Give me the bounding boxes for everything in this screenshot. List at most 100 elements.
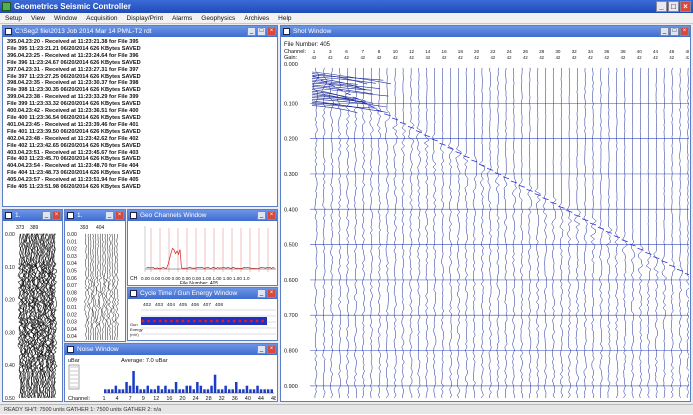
- first-break-pick: [581, 218, 589, 222]
- noise-bar: [104, 389, 107, 393]
- cycle-time-titlebar[interactable]: Cycle Time / Gun Energy Window _ ×: [128, 288, 277, 299]
- window-minimize-button[interactable]: _: [105, 211, 114, 220]
- noise-window-titlebar[interactable]: Noise Window _ ×: [65, 344, 277, 355]
- log-window-titlebar[interactable]: C:\Seg2 file\2013 Job 2014 Mar 14 PM\L-T…: [3, 26, 277, 37]
- time-tick-label: 0.100: [284, 101, 298, 107]
- window-close-button[interactable]: ×: [52, 211, 61, 220]
- first-break-pick: [518, 184, 525, 188]
- first-break-pick: [684, 273, 689, 276]
- menu-item-window[interactable]: Window: [53, 15, 78, 22]
- seismic-trace: [98, 233, 103, 340]
- gain-value: 42: [686, 55, 689, 60]
- gun-energy-point: [238, 319, 242, 323]
- maximize-button[interactable]: □: [668, 1, 679, 12]
- noise-bar: [220, 389, 224, 393]
- window-minimize-button[interactable]: _: [257, 345, 266, 354]
- first-break-pick: [399, 121, 407, 125]
- time-tick-label: 0.07: [67, 283, 77, 289]
- gain-value: 42: [409, 55, 414, 60]
- noise-bar: [107, 389, 110, 393]
- menu-item-help[interactable]: Help: [278, 15, 292, 22]
- window-close-button[interactable]: ×: [267, 27, 276, 36]
- seismic-trace: [46, 233, 52, 399]
- menu-item-setup[interactable]: Setup: [5, 15, 22, 22]
- gun-energy-band: [141, 317, 267, 325]
- menu-item-acquisition[interactable]: Acquisition: [86, 15, 118, 22]
- time-tick-label: 0.20: [5, 298, 15, 304]
- channel-number: 48: [685, 49, 689, 54]
- window-close-button[interactable]: ×: [267, 211, 276, 220]
- first-break-pick: [526, 189, 533, 192]
- window-close-button[interactable]: ×: [115, 211, 124, 220]
- menu-item-geophysics[interactable]: Geophysics: [201, 15, 236, 22]
- shot-trace: [478, 67, 485, 399]
- window-minimize-button[interactable]: _: [42, 211, 51, 220]
- log-line: File 405 11:23:51.98 06/20/2014 626 KByt…: [7, 184, 141, 191]
- gun-energy-point: [215, 319, 219, 323]
- noise-monitor-1-titlebar[interactable]: 1. _ ×: [3, 210, 62, 221]
- shot-window-titlebar[interactable]: Shot Window _ □ ×: [281, 26, 690, 37]
- channel-number: 3: [329, 49, 332, 54]
- geo-channels-window: Geo Channels Window _ × CH 0.00 0.00 0.00…: [127, 209, 278, 286]
- gain-value: 42: [604, 55, 609, 60]
- noise-bar: [256, 385, 259, 393]
- time-tick-label: 0.02: [67, 247, 77, 253]
- gain-value: 42: [344, 55, 349, 60]
- seismic-trace: [88, 233, 93, 340]
- noise-bar: [178, 389, 181, 393]
- shot-trace: [455, 67, 462, 399]
- geo-channels-titlebar[interactable]: Geo Channels Window _ ×: [128, 210, 277, 221]
- gun-energy-point: [147, 319, 151, 323]
- status-bar: READY SH/T: 7500 units GATHER 1: 7500 un…: [0, 404, 693, 414]
- window-icon: [67, 346, 74, 353]
- channel-number: 30: [555, 49, 561, 54]
- log-line: File 396 11:23:24.67 06/20/2014 626 KByt…: [7, 59, 141, 66]
- gain-value: 42: [556, 55, 561, 60]
- log-text-area[interactable]: 395.04.23:20 - Received at 11:23:21.38 f…: [4, 38, 276, 205]
- channel-label: 373: [16, 225, 25, 231]
- seismic-trace: [84, 233, 88, 340]
- first-break-pick: [510, 180, 518, 184]
- direct-wave-trace: [311, 79, 358, 85]
- window-maximize-button[interactable]: □: [257, 27, 266, 36]
- log-line: File 402 11:23:42.65 06/20/2014 626 KByt…: [7, 142, 141, 149]
- window-close-button[interactable]: ×: [267, 345, 276, 354]
- seismic-trace: [25, 233, 32, 399]
- noise-bar: [242, 389, 245, 393]
- noise-bar: [128, 385, 132, 393]
- shot-trace: [606, 67, 613, 398]
- time-tick-label: 0.30: [5, 330, 15, 336]
- menu-item-view[interactable]: View: [31, 15, 45, 22]
- window-close-button[interactable]: ×: [267, 289, 276, 298]
- menu-item-alarms[interactable]: Alarms: [172, 15, 193, 22]
- time-tick-label: 0.800: [284, 349, 298, 355]
- window-minimize-button[interactable]: _: [257, 211, 266, 220]
- shot-trace: [401, 67, 406, 399]
- seismic-trace: [91, 233, 95, 340]
- minimize-button[interactable]: _: [656, 1, 667, 12]
- window-minimize-button[interactable]: _: [660, 27, 669, 36]
- noise-bar: [181, 389, 185, 393]
- shot-trace: [344, 67, 351, 399]
- shot-trace: [423, 67, 430, 399]
- close-button[interactable]: ×: [680, 1, 691, 12]
- noise-bar: [270, 389, 273, 393]
- menu-item-archives[interactable]: Archives: [244, 15, 270, 22]
- gain-value: 42: [621, 55, 626, 60]
- window-minimize-button[interactable]: _: [247, 27, 256, 36]
- noise-bar: [249, 389, 252, 393]
- menu-item-displayprint[interactable]: Display/Print: [126, 15, 164, 22]
- noise-bar: [157, 385, 160, 393]
- window-maximize-button[interactable]: □: [670, 27, 679, 36]
- seismic-trace: [101, 233, 105, 340]
- time-tick-label: 0.00: [67, 232, 77, 238]
- channel-number: 1: [313, 49, 316, 54]
- noise-monitor-2-titlebar[interactable]: 1. _ ×: [65, 210, 125, 221]
- window-close-button[interactable]: ×: [680, 27, 689, 36]
- shot-trace: [313, 67, 319, 399]
- window-minimize-button[interactable]: _: [257, 289, 266, 298]
- window-icon: [130, 290, 137, 297]
- noise-bar: [206, 389, 210, 393]
- channel-axis-label: Channel:: [68, 396, 90, 400]
